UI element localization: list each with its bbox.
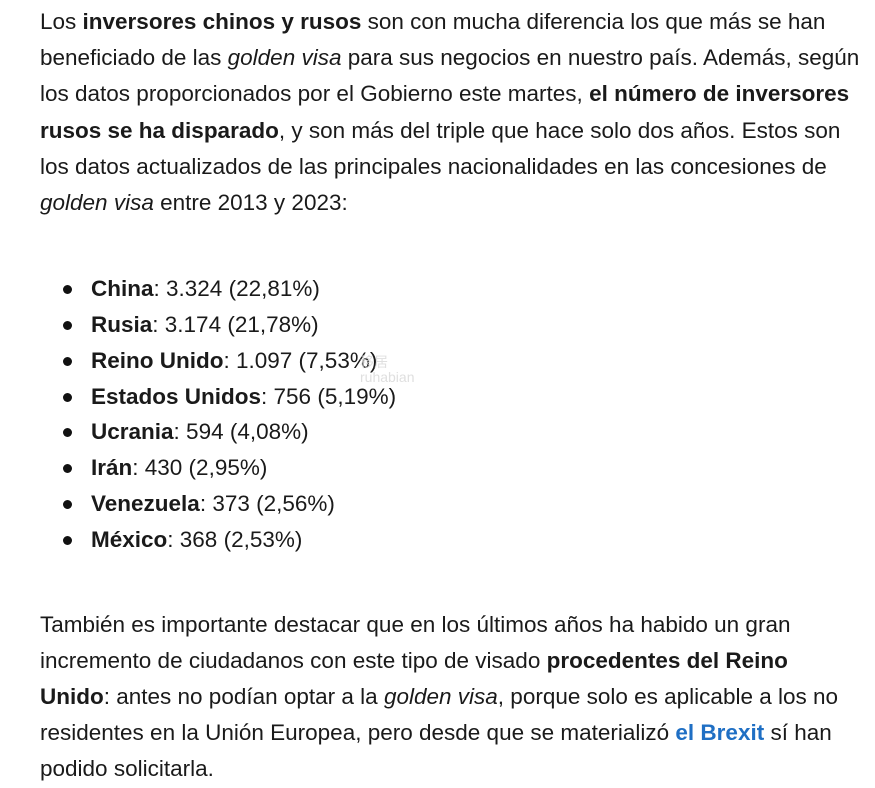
country-name: Estados Unidos <box>91 383 262 409</box>
nationality-list: China: 3.324 (22,81%) Rusia: 3.174 (21,7… <box>40 271 860 557</box>
bold-text: procedentes del Reino Unido <box>40 647 788 709</box>
list-item: Irán: 430 (2,95%) <box>40 450 860 486</box>
watermark: 移居 ruhabian <box>360 355 415 385</box>
bold-text: el número de inversores rusos se ha disp… <box>40 81 850 143</box>
bullet-icon <box>63 428 72 438</box>
intro-paragraph: Los inversores chinos y rusos son con mu… <box>40 0 860 221</box>
text-span: , y son más del triple que hace solo dos… <box>40 117 841 179</box>
list-item: México: 368 (2,53%) <box>40 522 860 558</box>
bullet-icon <box>63 500 72 509</box>
list-item: China: 3.324 (22,81%) <box>40 271 860 307</box>
country-value: : 3.324 (22,81%) <box>153 276 320 302</box>
country-value: : 3.174 (21,78%) <box>152 312 319 338</box>
text-span: para sus negocios en nuestro país. Ademá… <box>40 45 860 107</box>
country-name: Reino Unido <box>91 347 224 373</box>
country-value: : 756 (5,19%) <box>261 383 397 409</box>
text-span: Los <box>40 9 83 34</box>
country-value: : 594 (4,08%) <box>173 419 309 445</box>
country-name: China <box>91 276 154 302</box>
country-name: Irán <box>91 455 133 481</box>
text-span: son con mucha diferencia los que más se … <box>40 9 826 71</box>
article-body: Los inversores chinos y rusos son con mu… <box>40 0 860 788</box>
country-name: Rusia <box>91 312 153 338</box>
bullet-icon <box>63 285 72 295</box>
country-name: México <box>91 526 168 552</box>
bullet-icon <box>63 535 72 545</box>
country-value: : 430 (2,95%) <box>132 455 268 481</box>
country-value: : 368 (2,53%) <box>167 526 303 552</box>
bullet-icon <box>63 356 72 366</box>
bullet-icon <box>63 321 72 331</box>
italic-text: golden visa <box>227 45 342 71</box>
text-span: entre 2013 y 2023: <box>153 190 348 216</box>
list-item: Ucrania: 594 (4,08%) <box>40 414 860 450</box>
closing-paragraph: También es importante destacar que en lo… <box>40 607 860 788</box>
country-name: Venezuela <box>91 491 200 516</box>
list-item: Estados Unidos: 756 (5,19%) <box>40 379 860 415</box>
brexit-link[interactable]: el Brexit <box>675 720 765 746</box>
country-value: : 373 (2,56%) <box>199 491 335 516</box>
text-span: : antes no podían optar a la <box>103 684 384 709</box>
bold-text: inversores chinos y rusos <box>82 9 362 34</box>
bullet-icon <box>63 392 72 402</box>
italic-text: golden visa <box>40 190 154 216</box>
list-item: Reino Unido: 1.097 (7,53%) <box>40 343 860 379</box>
bullet-icon <box>63 464 72 474</box>
list-item: Rusia: 3.174 (21,78%) <box>40 307 860 343</box>
country-value: : 1.097 (7,53%) <box>223 347 378 373</box>
watermark-line: 移居 <box>360 354 388 370</box>
text-span: También es importante destacar que en lo… <box>40 611 791 673</box>
watermark-line: ruhabian <box>360 369 415 385</box>
italic-text: golden visa <box>383 684 498 709</box>
text-span: , porque solo es aplicable a los no resi… <box>40 684 839 746</box>
list-item: Venezuela: 373 (2,56%) <box>40 486 860 522</box>
country-name: Ucrania <box>91 419 174 445</box>
